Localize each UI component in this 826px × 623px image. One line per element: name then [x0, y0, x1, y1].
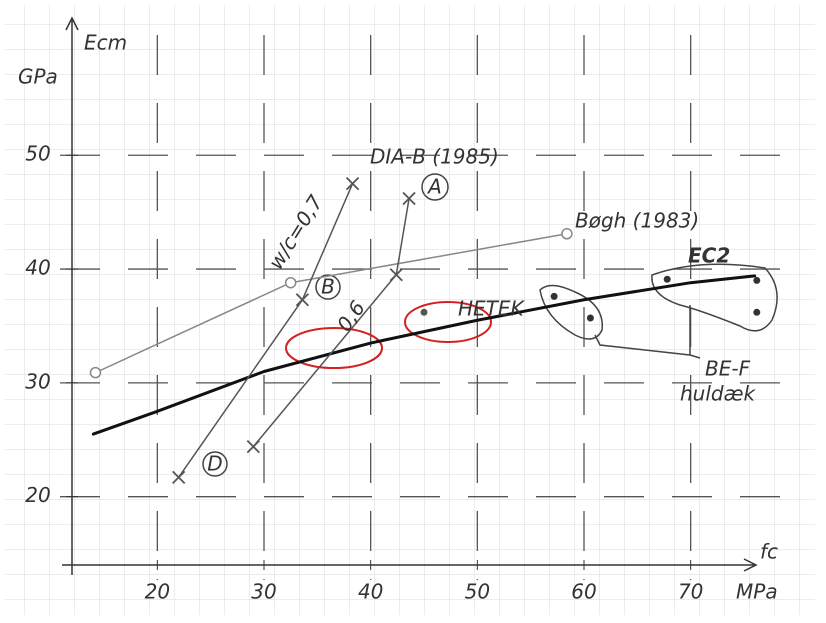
- annotation: DIA-B (1985): [370, 145, 499, 169]
- point: [561, 228, 573, 240]
- x-tick-label: 50: [465, 580, 490, 604]
- series-line: [91, 274, 757, 436]
- x-tick-label: 20: [145, 580, 170, 604]
- paper-grid: [5, 5, 815, 615]
- series-label: HETEK: [458, 297, 526, 321]
- point: [246, 439, 260, 454]
- y-axis-unit: GPa: [18, 65, 58, 89]
- y-axis-label: Ecm: [84, 31, 127, 55]
- y-axis: [65, 16, 79, 575]
- point: [89, 366, 102, 379]
- point: [753, 308, 761, 316]
- x-axis: [62, 558, 758, 572]
- letter-circle: [315, 274, 341, 300]
- x-axis-unit: MPa: [736, 580, 778, 604]
- x-tick-label: 60: [571, 580, 596, 604]
- series-label: BE-F: [705, 357, 751, 381]
- point: [663, 275, 671, 283]
- x-tick-label: 30: [251, 580, 276, 604]
- series-label: Bøgh (1983): [575, 209, 699, 233]
- letter-circle: [202, 451, 228, 477]
- point: [753, 276, 761, 284]
- annotation: huldæk: [680, 382, 757, 406]
- x-tick-label: 70: [678, 580, 703, 604]
- point: [586, 314, 594, 322]
- group-connector: [594, 305, 701, 359]
- annotation: A: [426, 175, 442, 199]
- point: [420, 308, 428, 316]
- highlight: [285, 327, 383, 369]
- point: [402, 191, 416, 206]
- y-tick-label: 20: [25, 483, 50, 507]
- point: [389, 268, 403, 282]
- letter-circle: [421, 173, 449, 201]
- x-axis-label: fc: [760, 540, 778, 564]
- x-tick-label: 40: [358, 580, 383, 604]
- y-tick-label: 40: [25, 256, 50, 280]
- annotation: B: [321, 275, 335, 299]
- point: [345, 177, 360, 191]
- annotation: D: [207, 452, 222, 476]
- series-label: EC2: [688, 244, 730, 268]
- point: [284, 276, 297, 289]
- point: [172, 470, 186, 484]
- group-outline: [651, 263, 778, 332]
- y-tick-label: 50: [25, 142, 50, 166]
- point: [550, 292, 558, 300]
- y-tick-label: 30: [25, 369, 50, 393]
- group-outline: [539, 284, 603, 340]
- highlight: [404, 301, 492, 343]
- point: [295, 293, 310, 307]
